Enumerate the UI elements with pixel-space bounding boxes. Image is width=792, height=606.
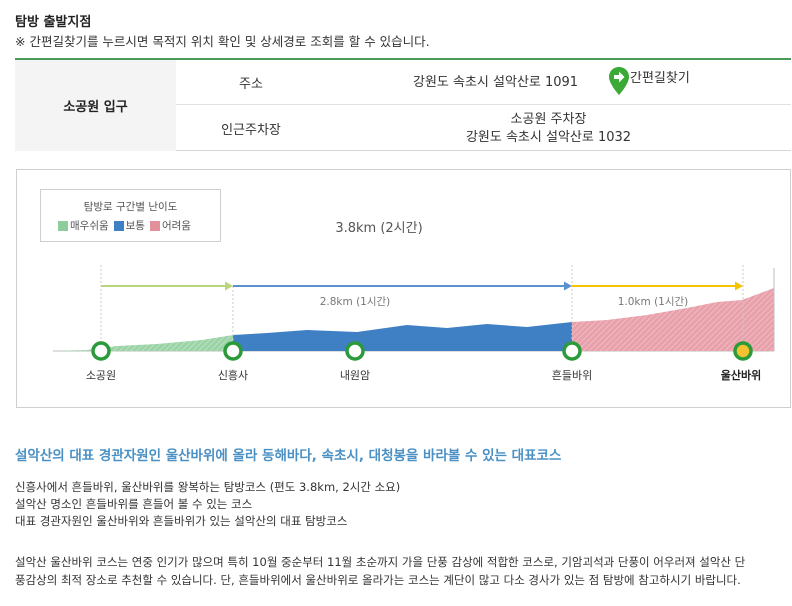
description-line-1: 설악산 울산바위 코스는 연중 인기가 많으며 특히 10월 중순부터 11월 … xyxy=(15,555,746,569)
segment-label-3: 1.0km (1시간) xyxy=(618,296,689,308)
parking-name: 소공원 주차장 xyxy=(510,112,587,127)
waypoint-label-2: 신흥사 xyxy=(218,368,248,382)
address-value: 강원도 속초시 설악산로 1091 xyxy=(413,75,579,90)
highlight-item: 설악산 명소인 흔들바위를 흔들어 볼 수 있는 코스 xyxy=(15,497,253,511)
course-profile-svg: 3.8km (2시간) 2.8km (1시간) 1.0km (1시간) 소공원 … xyxy=(53,221,775,382)
waypoint-label-5: 울산바위 xyxy=(721,368,761,382)
waypoint-heundeulbawi xyxy=(562,341,582,361)
legend-very-easy: 매우쉬움 xyxy=(58,218,109,233)
highlight-item: 신흥사에서 흔들바위, 울산바위를 왕복하는 탐방코스 (편도 3.8km, 2… xyxy=(15,480,401,494)
area-very-easy xyxy=(53,335,233,351)
legend-swatch-normal xyxy=(113,220,124,231)
waypoint-label-4: 흔들바위 xyxy=(552,369,592,382)
segment-arrowhead-1 xyxy=(225,281,233,291)
legend-difficult: 어려움 xyxy=(149,218,191,233)
parking-address: 강원도 속초시 설악산로 1032 xyxy=(465,130,632,145)
legend-items: 매우쉬움 보통 어려움 xyxy=(58,218,191,233)
legend-swatch-very-easy xyxy=(58,220,68,231)
parking-label: 인근주차장 xyxy=(221,122,281,138)
waypoint-label-3: 내원암 xyxy=(340,369,370,382)
parking-row: 인근주차장 소공원 주차장 강원도 속초시 설악산로 1032 xyxy=(176,105,791,151)
highlight-item: 대표 경관자원인 울산바위와 흔들바위가 있는 설악산의 대표 탐방코스 xyxy=(15,514,348,528)
parking-info: 소공원 주차장 강원도 속초시 설악산로 1032 xyxy=(426,111,671,147)
directions-button[interactable]: 간편길찾기 xyxy=(608,66,690,96)
map-pin-arrow-icon xyxy=(609,67,629,95)
course-headline: 설악산의 대표 경관자원인 울산바위에 올라 동해바다, 속초시, 대청봉을 바… xyxy=(15,448,562,464)
description-line-2: 풍감상의 최적 장소로 추천할 수 있습니다. 단, 흔들바위에서 울산바위로 … xyxy=(15,573,741,587)
waypoint-ulsanbawi xyxy=(733,341,753,361)
segment-label-2: 2.8km (1시간) xyxy=(320,296,391,308)
start-point-name: 소공원 입구 xyxy=(15,60,176,151)
difficulty-legend: 탐방로 구간별 난이도 매우쉬움 보통 어려움 xyxy=(40,189,221,242)
address-row: 주소 강원도 속초시 설악산로 1091 간편길찾기 xyxy=(176,60,791,105)
legend-swatch-difficult xyxy=(149,220,160,231)
address-label: 주소 xyxy=(239,76,263,92)
total-distance: 3.8km (2시간) xyxy=(335,221,422,236)
course-description: 설악산 울산바위 코스는 연중 인기가 많으며 특히 10월 중순부터 11월 … xyxy=(15,553,785,589)
segment-arrowhead-2 xyxy=(564,281,572,291)
legend-label-very-easy: 매우쉬움 xyxy=(70,220,109,232)
legend-title: 탐방로 구간별 난이도 xyxy=(83,201,178,213)
course-highlights: 신흥사에서 흔들바위, 울산바위를 왕복하는 탐방코스 (편도 3.8km, 2… xyxy=(15,479,400,530)
legend-normal: 보통 xyxy=(113,218,145,233)
segment-arrowhead-3 xyxy=(735,281,743,291)
waypoint-naewonam xyxy=(345,341,365,361)
start-point-table: 소공원 입구 주소 강원도 속초시 설악산로 1091 간편길찾기 인근주차장 … xyxy=(15,58,791,151)
directions-label: 간편길찾기 xyxy=(630,70,690,86)
section-title: 탐방 출발지점 xyxy=(15,15,92,30)
waypoint-soggongwon xyxy=(91,341,111,361)
course-profile-chart: 3.8km (2시간) 2.8km (1시간) 1.0km (1시간) 소공원 … xyxy=(16,169,791,408)
waypoint-label-1: 소공원 xyxy=(86,369,116,382)
area-difficult xyxy=(572,288,774,351)
legend-label-normal: 보통 xyxy=(125,220,145,232)
area-normal xyxy=(233,322,572,351)
waypoint-sinheungsa xyxy=(223,341,243,361)
section-subtitle: ※ 간편길찾기를 누르시면 목적지 위치 확인 및 상세경로 조회를 할 수 있… xyxy=(15,34,430,49)
legend-label-difficult: 어려움 xyxy=(161,220,191,232)
